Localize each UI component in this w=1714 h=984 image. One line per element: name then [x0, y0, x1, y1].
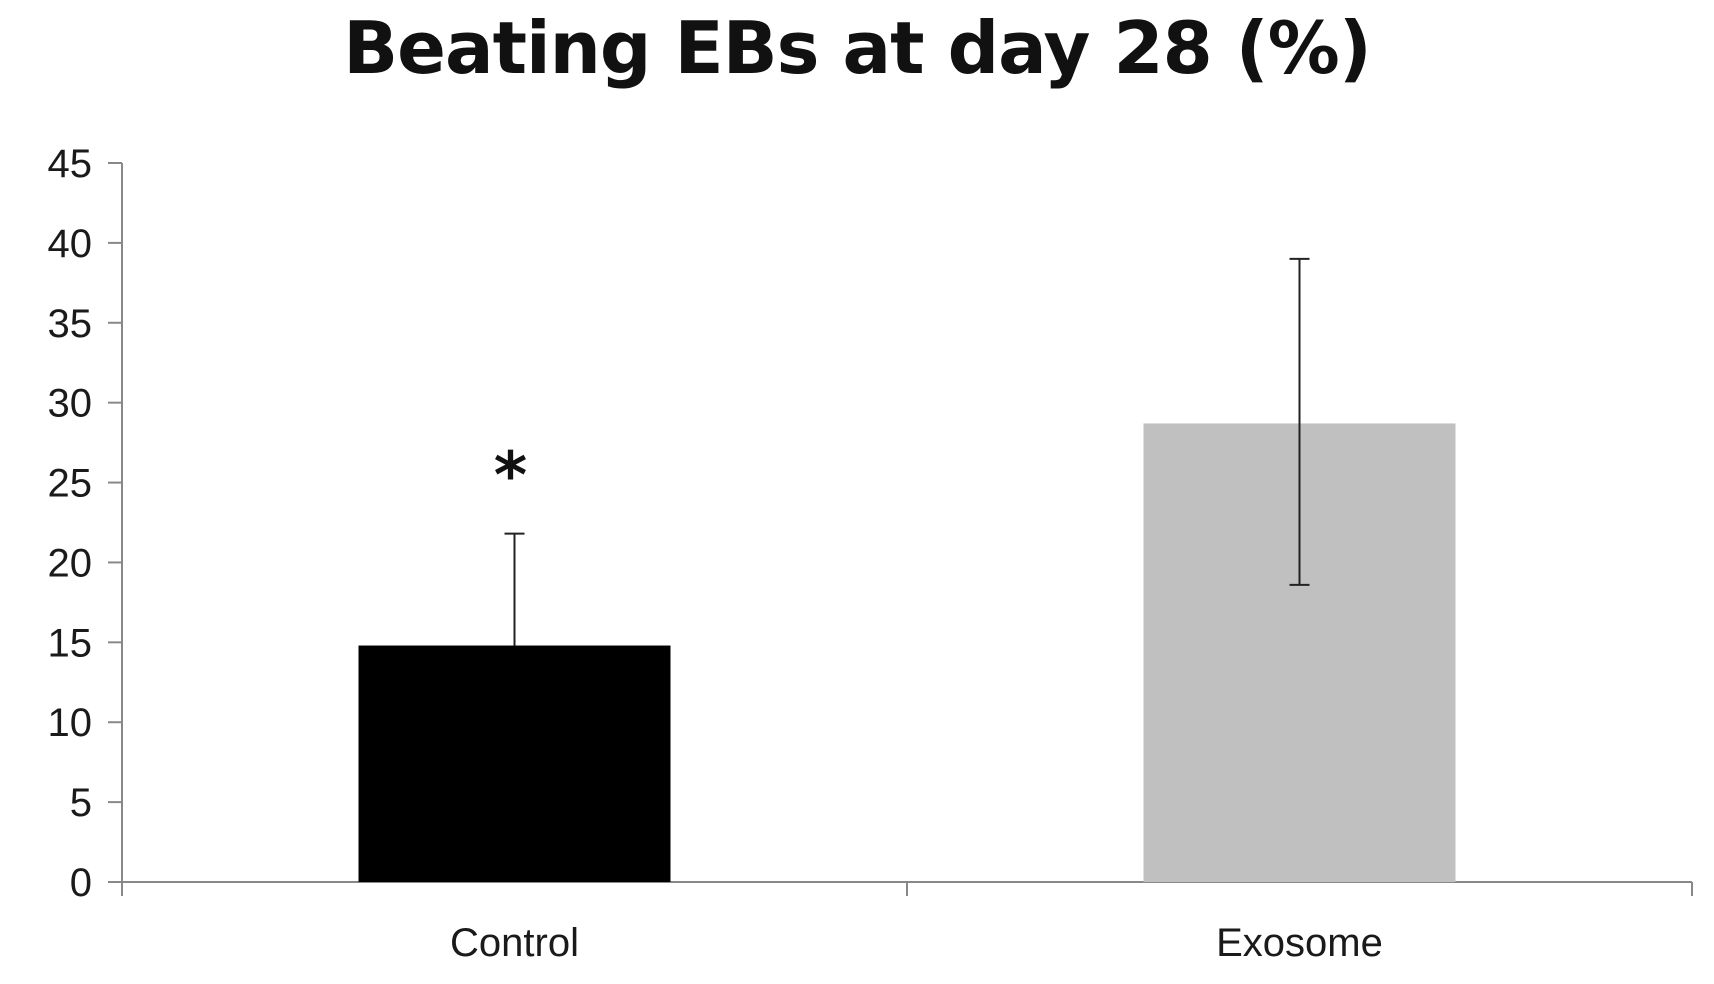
chart-title: Beating EBs at day 28 (%) — [343, 6, 1371, 90]
x-category-label: Exosome — [1216, 921, 1383, 965]
y-tick-label: 15 — [48, 621, 93, 665]
y-tick-label: 10 — [48, 701, 93, 745]
y-tick-label: 45 — [48, 142, 93, 186]
y-tick-label: 5 — [70, 781, 92, 825]
y-tick-label: 20 — [48, 541, 93, 585]
significance-asterisk: * — [494, 440, 527, 514]
bar-control — [358, 645, 671, 882]
y-tick-label: 30 — [48, 382, 93, 426]
x-category-label: Control — [450, 921, 579, 965]
y-tick-label: 40 — [48, 222, 93, 266]
y-tick-label: 25 — [48, 462, 93, 506]
y-tick-label: 0 — [70, 861, 92, 905]
y-tick-label: 35 — [48, 302, 93, 346]
